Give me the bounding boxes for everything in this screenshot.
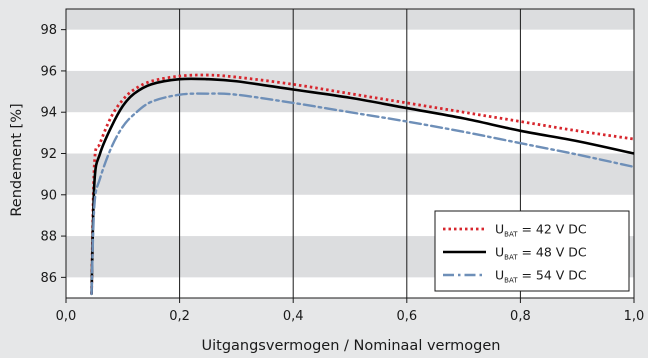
legend-label-1: UBAT = 48 V DC [495, 245, 587, 262]
series-line-2 [90, 92, 634, 296]
series-line-1 [90, 77, 634, 296]
series-lines [90, 73, 634, 296]
y-tick-label-4: 94 [40, 106, 57, 121]
y-tick-label-0: 86 [40, 271, 57, 286]
grid-band-3 [66, 9, 634, 30]
x-axis-title: Uitgangsvermogen / Nominaal vermogen [202, 338, 501, 354]
x-tick-label-1: 0,2 [169, 309, 190, 324]
series-line-0 [90, 73, 634, 294]
x-axis-ticks: 0,0 0,2 0,4 0,6 0,8 1,0 [56, 298, 645, 324]
y-axis-title: Rendement [%] [9, 103, 25, 216]
legend: UBAT = 42 V DC UBAT = 48 V DC UBAT = 54 V … [434, 210, 630, 292]
y-tick-label-1: 88 [40, 230, 57, 245]
x-tick-label-2: 0,4 [283, 309, 304, 324]
legend-label-0: UBAT = 42 V DC [495, 222, 587, 239]
x-tick-label-0: 0,0 [56, 309, 77, 324]
y-axis-ticks: 86 88 90 92 94 96 98 [40, 23, 66, 286]
y-tick-label-3: 92 [40, 147, 57, 162]
y-tick-label-5: 96 [40, 64, 57, 79]
x-tick-label-3: 0,6 [396, 309, 417, 324]
x-tick-label-5: 1,0 [624, 309, 645, 324]
grid-band-2 [66, 70, 634, 113]
legend-label-2: UBAT = 54 V DC [495, 268, 587, 285]
y-tick-label-2: 90 [40, 188, 57, 203]
grid-band-1 [66, 153, 634, 195]
x-tick-label-4: 0,8 [510, 309, 531, 324]
y-tick-label-6: 98 [40, 23, 57, 38]
